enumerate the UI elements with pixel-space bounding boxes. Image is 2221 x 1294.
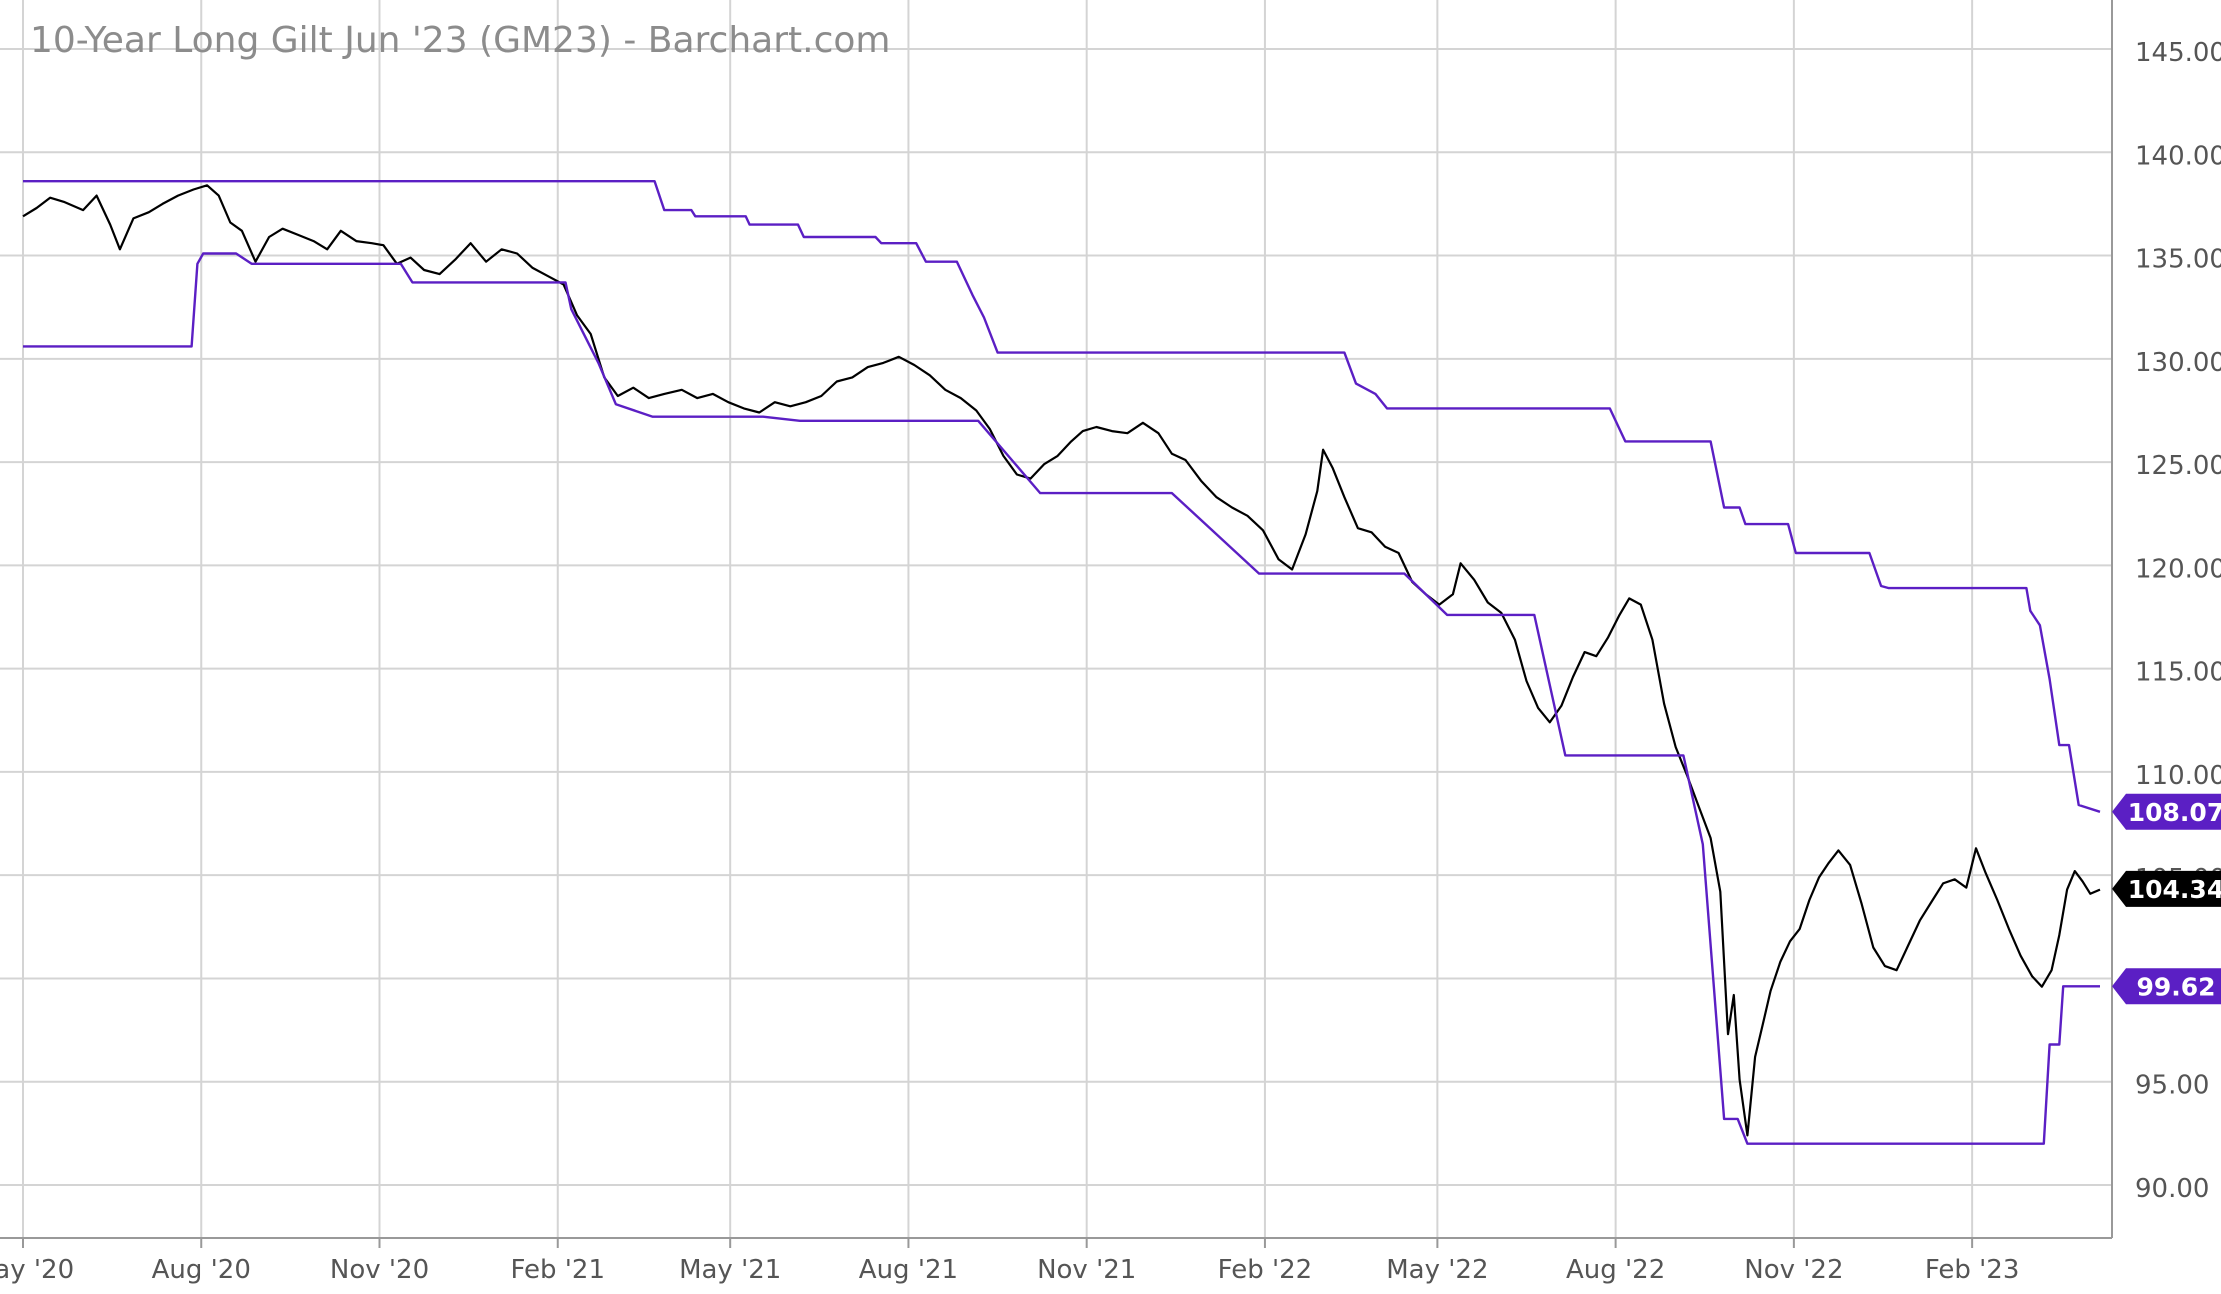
- last-value-label-upper: 108.07: [2128, 798, 2221, 827]
- last-value-label-lower: 99.62: [2136, 972, 2215, 1001]
- series-line-lower: [23, 252, 2100, 1145]
- x-tick-label: May '22: [1386, 1255, 1488, 1285]
- y-tick-label: 120.00: [2135, 554, 2221, 584]
- x-tick-label: May '20: [0, 1255, 74, 1285]
- x-tick-label: Aug '22: [1566, 1255, 1665, 1285]
- y-tick-label: 90.00: [2135, 1174, 2209, 1204]
- y-tick-label: 130.00: [2135, 348, 2221, 378]
- x-tick-label: Feb '21: [510, 1255, 605, 1285]
- x-tick-label: Feb '22: [1218, 1255, 1313, 1285]
- y-tick-label: 110.00: [2135, 761, 2221, 791]
- last-value-label-price: 104.34: [2128, 875, 2221, 904]
- x-tick-label: May '21: [679, 1255, 781, 1285]
- last-value-tag-price: [2112, 870, 2221, 907]
- y-tick-label: 115.00: [2135, 658, 2221, 688]
- y-tick-label: 125.00: [2135, 451, 2221, 481]
- x-tick-label: Nov '21: [1037, 1255, 1136, 1285]
- x-tick-label: Feb '23: [1925, 1255, 2020, 1285]
- y-tick-label: 135.00: [2135, 245, 2221, 275]
- y-tick-label: 95.00: [2135, 1071, 2209, 1101]
- x-tick-label: Nov '20: [330, 1255, 429, 1285]
- y-tick-label: 140.00: [2135, 141, 2221, 171]
- last-value-tag-upper: [2112, 793, 2221, 830]
- series-line-upper: [23, 180, 2101, 813]
- x-tick-label: Nov '22: [1744, 1255, 1843, 1285]
- last-value-tag-lower: [2112, 968, 2221, 1005]
- x-tick-label: Aug '20: [152, 1255, 251, 1285]
- chart-title: 10-Year Long Gilt Jun '23 (GM23) - Barch…: [30, 20, 891, 61]
- y-tick-label: 145.00: [2135, 38, 2221, 68]
- x-tick-label: Aug '21: [859, 1255, 958, 1285]
